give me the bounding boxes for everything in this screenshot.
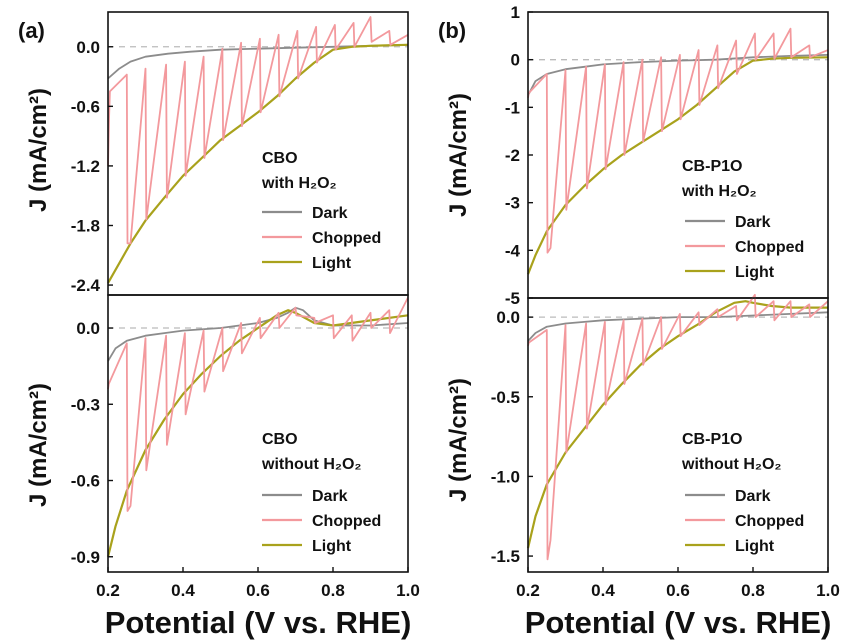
y-tick-label: 0.0 — [76, 319, 100, 338]
sample-annotation: with H₂O₂ — [681, 183, 757, 200]
legend-label-light: Light — [735, 264, 775, 281]
y-tick-label: 1 — [511, 3, 520, 22]
x-tick-label: 0.2 — [516, 581, 540, 600]
x-tick-label: 0.6 — [666, 581, 690, 600]
y-tick-label: -0.6 — [71, 472, 100, 491]
sample-annotation: CB-P1O — [682, 431, 742, 448]
series-line-chopped — [107, 297, 409, 512]
y-tick-label: 0.0 — [496, 308, 520, 327]
x-tick-label: 0.6 — [246, 581, 270, 600]
series-line-light — [107, 43, 409, 284]
series-line-light — [106, 309, 409, 558]
sample-annotation: without H₂O₂ — [261, 456, 362, 473]
series-line-chopped — [107, 16, 409, 245]
y-axis-title: J (mA/cm²) — [25, 88, 52, 212]
series-line-light — [526, 300, 828, 549]
x-tick-label: 1.0 — [396, 581, 420, 600]
x-tick-label: 0.4 — [171, 581, 195, 600]
y-tick-label: 0 — [511, 51, 520, 70]
legend-label-chopped: Chopped — [312, 230, 381, 247]
panel-label: (b) — [438, 18, 466, 43]
plot-a-top: 0.0 -0.6 -1.2 -1.8 -2.4 CBO with H₂O₂ Dark Chopp… — [18, 11, 409, 296]
legend-label-chopped: Chopped — [735, 513, 804, 530]
plot-frame — [107, 294, 409, 573]
y-tick-label: -2.4 — [71, 276, 101, 295]
series-line-chopped — [527, 293, 829, 561]
y-tick-label: -1.5 — [491, 547, 520, 566]
x-tick-label: 0.4 — [591, 581, 615, 600]
sample-annotation: CB-P1O — [682, 158, 742, 175]
sample-annotation: CBO — [262, 431, 298, 448]
y-tick-label: -0.9 — [71, 548, 100, 567]
legend-label-light: Light — [735, 538, 775, 555]
plot-frame — [527, 297, 829, 573]
series-line-dark — [107, 43, 409, 80]
y-tick-label: 0.0 — [76, 38, 100, 57]
plot-a-bottom: 0.0 -0.3 -0.6 -0.9 0.2 0.4 0.6 0.8 1.0 CBO without… — [71, 294, 420, 600]
legend-label-light: Light — [312, 538, 352, 555]
y-tick-label: -0.6 — [71, 97, 100, 116]
legend-label-chopped: Chopped — [735, 239, 804, 256]
legend-label-dark: Dark — [735, 214, 771, 231]
sample-annotation: CBO — [262, 150, 298, 167]
y-axis-title: J (mA/cm²) — [445, 93, 472, 217]
y-axis-title: J (mA/cm²) — [25, 383, 52, 507]
y-tick-label: -1.2 — [71, 157, 100, 176]
series-line-dark — [527, 311, 829, 342]
y-tick-label: -3 — [505, 194, 520, 213]
legend-label-chopped: Chopped — [312, 513, 381, 530]
sample-annotation: with H₂O₂ — [261, 175, 337, 192]
x-tick-label: 0.8 — [741, 581, 765, 600]
plot-b-bottom: 0.0 -0.5 -1.0 -1.5 0.2 0.4 0.6 0.8 1.0 CB-P1O with… — [491, 293, 840, 600]
legend-label-dark: Dark — [312, 205, 348, 222]
x-tick-label: 0.2 — [96, 581, 120, 600]
y-axis-title: J (mA/cm²) — [445, 378, 472, 502]
x-axis-title: Potential (V vs. RHE) — [525, 605, 832, 640]
y-tick-label: -0.3 — [71, 395, 100, 414]
series-line-dark — [107, 306, 409, 362]
y-tick-label: -2 — [505, 146, 520, 165]
y-tick-label: -1.0 — [491, 467, 520, 486]
y-tick-label: -0.5 — [491, 388, 520, 407]
x-tick-label: 0.8 — [321, 581, 345, 600]
plot-b-top: 1 0 -1 -2 -3 -4 -5 CB-P1O with H₂O₂ Dark Chopped Li… — [438, 3, 829, 308]
y-tick-label: -1 — [505, 98, 520, 117]
series-line-light — [526, 56, 829, 275]
legend-label-dark: Dark — [735, 488, 771, 505]
y-tick-label: -1.8 — [71, 216, 100, 235]
panel-label: (a) — [18, 18, 45, 43]
legend-label-dark: Dark — [312, 488, 348, 505]
plot-frame — [107, 11, 409, 296]
x-axis-title: Potential (V vs. RHE) — [105, 605, 412, 640]
series-line-chopped — [527, 27, 829, 254]
y-tick-label: -4 — [505, 241, 521, 260]
sample-annotation: without H₂O₂ — [681, 456, 782, 473]
y-tick-label: -5 — [505, 289, 520, 308]
legend-label-light: Light — [312, 255, 352, 272]
x-tick-label: 1.0 — [816, 581, 840, 600]
